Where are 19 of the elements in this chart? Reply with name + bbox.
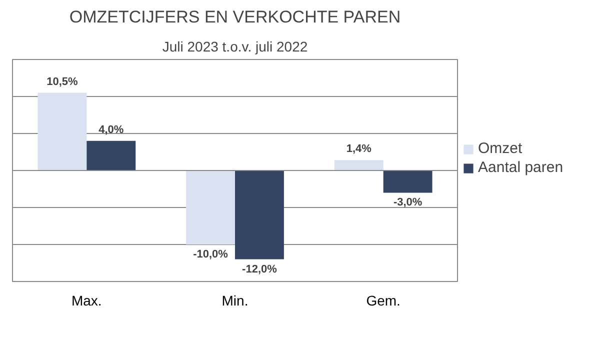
legend-label: Aantal paren [478, 159, 564, 176]
data-label: 10,5% [46, 76, 78, 88]
bar [86, 140, 136, 170]
data-label: -3,0% [393, 196, 422, 209]
bar [186, 170, 235, 244]
x-tick-label: Max. [72, 292, 102, 308]
data-label: 4,0% [98, 124, 124, 136]
chart-subtitle: Juli 2023 t.o.v. juli 2022 [162, 38, 308, 54]
bar [383, 170, 432, 193]
x-tick-label: Gem. [366, 292, 400, 308]
data-label: -12,0% [242, 263, 278, 276]
x-tick-label: Min. [222, 292, 248, 308]
bar [334, 160, 384, 170]
chart-title: OMZETCIJFERS EN VERKOCHTE PAREN [69, 8, 401, 26]
bar [38, 92, 87, 170]
data-label: 1,4% [346, 143, 372, 156]
data-label: -10,0% [193, 248, 228, 260]
legend-label: Omzet [478, 140, 522, 157]
bar [235, 170, 284, 260]
